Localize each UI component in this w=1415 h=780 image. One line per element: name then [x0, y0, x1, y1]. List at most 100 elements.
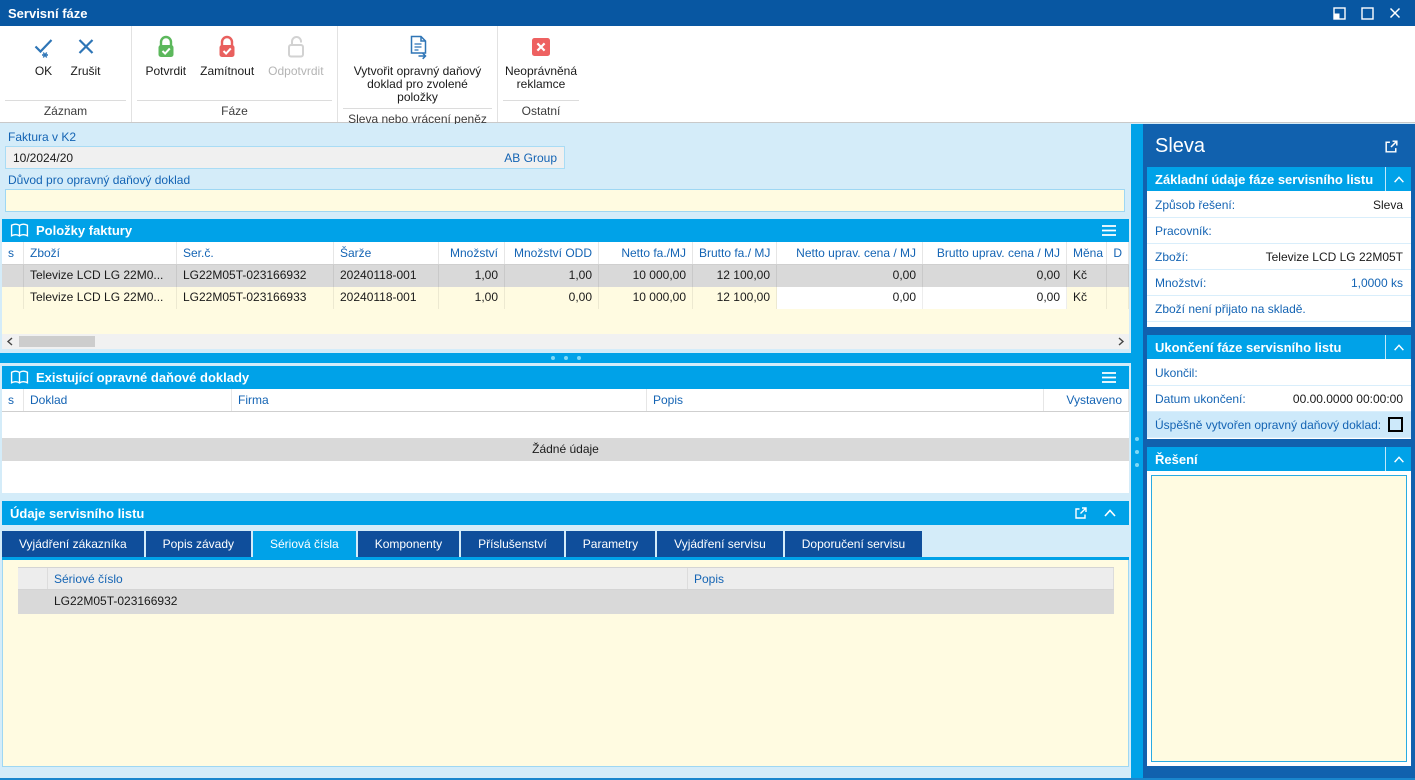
dock-window-button[interactable] — [1327, 3, 1351, 23]
column-header[interactable]: Množství — [439, 242, 505, 264]
column-header[interactable]: Vystaveno — [1044, 389, 1129, 411]
tab-parametry[interactable]: Parametry — [565, 531, 656, 557]
serial-numbers-table: Sériové číslo Popis LG22M05T-023166932 — [18, 567, 1114, 614]
section-title: Položky faktury — [36, 223, 133, 238]
column-header[interactable]: Brutto fa./ MJ — [693, 242, 777, 264]
cell: LG22M05T-023166933 — [177, 287, 334, 309]
column-header[interactable]: Zboží — [24, 242, 177, 264]
field-row: Pracovník: — [1147, 218, 1411, 244]
book-icon — [10, 223, 29, 237]
section-title: Řešení — [1155, 451, 1198, 467]
invoice-item-row[interactable]: Televize LCD LG 22M0... LG22M05T-0231669… — [2, 287, 1129, 309]
solution-section: Řešení — [1147, 447, 1411, 766]
reject-button[interactable]: Zamítnout — [194, 30, 260, 100]
collapse-section-button[interactable] — [1385, 335, 1411, 359]
tab-popis-zavady[interactable]: Popis závady — [145, 531, 251, 557]
button-label: Potvrdit — [145, 64, 187, 78]
collapse-section-button[interactable] — [1385, 447, 1411, 471]
close-button[interactable] — [1383, 3, 1407, 23]
column-header[interactable]: Popis — [688, 568, 1114, 589]
window-title: Servisní fáze — [8, 5, 88, 21]
chevron-right-icon — [1118, 337, 1125, 346]
tab-doporuceni-servisu[interactable]: Doporučení servisu — [784, 531, 923, 557]
reason-input[interactable] — [5, 189, 1125, 212]
cell-editable[interactable]: 0,00 — [777, 287, 923, 309]
serial-number-row[interactable]: LG22M05T-023166932 — [18, 590, 1114, 614]
tab-komponenty[interactable]: Komponenty — [357, 531, 460, 557]
horizontal-scrollbar[interactable] — [2, 334, 1129, 349]
solution-textarea[interactable] — [1151, 475, 1407, 762]
invoice-company-link[interactable]: AB Group — [504, 150, 557, 165]
open-external-button[interactable] — [1380, 138, 1403, 155]
button-label: Odpotvrdit — [268, 64, 324, 78]
column-header[interactable]: Sériové číslo — [48, 568, 688, 589]
scrollbar-thumb[interactable] — [19, 336, 95, 347]
column-header[interactable]: Doklad — [24, 389, 232, 411]
maximize-button[interactable] — [1355, 3, 1379, 23]
invoice-items-menu-button[interactable] — [1097, 219, 1121, 242]
table-empty-area — [2, 309, 1129, 336]
column-header[interactable]: Netto uprav. cena / MJ — [777, 242, 923, 264]
side-panel: Sleva Základní údaje fáze servisního lis… — [1143, 124, 1415, 778]
cell: Televize LCD LG 22M0... — [24, 287, 177, 309]
lock-open-gray-icon — [287, 36, 304, 58]
lock-check-green-icon — [158, 35, 174, 57]
credit-note-created-checkbox[interactable] — [1388, 417, 1403, 432]
column-header[interactable]: Popis — [647, 389, 1044, 411]
invoice-number: 10/2024/20 — [13, 150, 74, 165]
unconfirm-button: Odpotvrdit — [262, 30, 329, 100]
toolbar-group-zaznam: OK Zrušit Záznam — [0, 26, 131, 122]
cell-editable[interactable]: 0,00 — [923, 287, 1067, 309]
cell: 0,00 — [505, 287, 599, 309]
credit-notes-menu-button[interactable] — [1097, 366, 1121, 389]
cell: 0,00 — [777, 265, 923, 287]
column-header[interactable]: Měna — [1067, 242, 1107, 264]
field-row: Způsob řešení: Sleva — [1147, 192, 1411, 218]
main-area: Faktura v K2 10/2024/20 AB Group Důvod p… — [0, 124, 1415, 778]
column-header[interactable]: Množství ODD — [505, 242, 599, 264]
collapse-section-button[interactable] — [1385, 167, 1411, 191]
credit-notes-header: Existující opravné daňové doklady — [2, 366, 1129, 389]
solution-section-header: Řešení — [1147, 447, 1411, 471]
column-header[interactable]: D — [1107, 242, 1129, 264]
horizontal-splitter[interactable] — [0, 353, 1131, 363]
ok-button[interactable]: OK — [25, 30, 63, 100]
column-header[interactable]: Firma — [232, 389, 647, 411]
cell — [18, 590, 48, 614]
cell — [688, 590, 1114, 614]
cancel-button[interactable]: Zrušit — [65, 30, 107, 100]
left-panel: Faktura v K2 10/2024/20 AB Group Důvod p… — [0, 124, 1131, 778]
vertical-splitter[interactable] — [1131, 124, 1143, 778]
column-header[interactable]: Netto fa./MJ — [599, 242, 693, 264]
column-header[interactable] — [18, 568, 48, 589]
tab-vyjadreni-servisu[interactable]: Vyjádření servisu — [657, 531, 783, 557]
column-header[interactable]: Brutto uprav. cena / MJ — [923, 242, 1067, 264]
unjustified-claim-button[interactable]: Neoprávněná reklamce — [499, 30, 583, 100]
tab-vyjadreni-zakaznika[interactable]: Vyjádření zákazníka — [2, 531, 144, 557]
reason-label: Důvod pro opravný daňový doklad — [8, 173, 191, 187]
button-label: OK — [34, 64, 53, 78]
invoice-field[interactable]: 10/2024/20 AB Group — [5, 146, 565, 169]
open-external-button[interactable] — [1070, 501, 1092, 525]
column-header[interactable]: Ser.č. — [177, 242, 334, 264]
tab-seriova-cisla[interactable]: Sériová čísla — [253, 531, 356, 557]
column-header[interactable]: s — [2, 242, 24, 264]
scroll-right-arrow[interactable] — [1113, 334, 1129, 349]
cell: 10 000,00 — [599, 265, 693, 287]
collapse-section-button[interactable] — [1099, 501, 1121, 525]
scroll-left-arrow[interactable] — [2, 334, 18, 349]
red-box-x-icon — [532, 38, 550, 56]
chevron-up-icon — [1393, 343, 1404, 351]
service-sheet-header: Údaje servisního listu — [2, 501, 1129, 525]
confirm-button[interactable]: Potvrdit — [139, 30, 192, 100]
closing-section-header: Ukončení fáze servisního listu — [1147, 335, 1411, 359]
basic-data-section: Základní údaje fáze servisního listu Způ… — [1147, 167, 1411, 327]
column-header[interactable]: Šarže — [334, 242, 439, 264]
create-credit-note-button[interactable]: Vytvořit opravný daňový doklad pro zvole… — [341, 30, 494, 108]
cell: 20240118-001 — [334, 265, 439, 287]
column-header[interactable]: s — [2, 389, 24, 411]
credit-notes-header-row: s Doklad Firma Popis Vystaveno — [2, 389, 1129, 412]
cell: 1,00 — [439, 287, 505, 309]
invoice-item-row[interactable]: Televize LCD LG 22M0... LG22M05T-0231669… — [2, 265, 1129, 287]
tab-prislusenstvi[interactable]: Příslušenství — [461, 531, 564, 557]
